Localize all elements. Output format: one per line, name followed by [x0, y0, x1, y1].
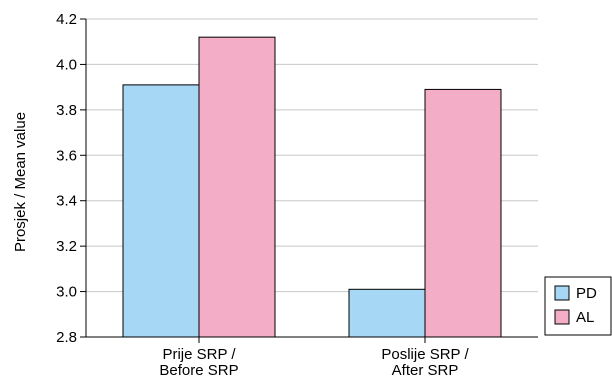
bar-al-0: [198, 36, 276, 338]
bar-pd-1: [348, 288, 426, 338]
legend: PD AL: [544, 276, 612, 336]
y-tick-label: 3.4: [56, 193, 77, 210]
bar-al-1: [424, 88, 502, 338]
y-tick-label: 3.2: [56, 238, 77, 255]
legend-label-al: AL: [576, 309, 594, 326]
legend-label-pd: PD: [576, 285, 597, 302]
y-tick-label: 2.8: [56, 329, 77, 346]
y-tick-label: 3.8: [56, 102, 77, 119]
x-category-label-line: Before SRP: [159, 362, 238, 379]
x-category-label-line: Prije SRP /: [162, 346, 236, 363]
axes: [85, 19, 538, 338]
y-tick-label: 3.0: [56, 284, 77, 301]
bars: [122, 36, 502, 338]
legend-swatch-al: [554, 309, 570, 325]
y-tick-label: 3.6: [56, 147, 77, 164]
y-tick-labels: 2.8 3.0 3.2 3.4 3.6 3.8 4.0 4.2: [56, 11, 86, 346]
legend-swatch-pd: [554, 285, 570, 301]
y-tick-label: 4.0: [56, 56, 77, 73]
x-category-label-line: After SRP: [392, 362, 459, 379]
y-tick-label: 4.2: [56, 11, 77, 28]
x-category-label-line: Poslije SRP /: [381, 346, 469, 363]
x-category-label: Prije SRP / Before SRP: [159, 346, 238, 379]
x-category-label: Poslije SRP / After SRP: [381, 346, 469, 379]
y-axis-title: Prosjek / Mean value: [12, 112, 29, 252]
category-labels: Prije SRP / Before SRP Poslije SRP / After …: [159, 337, 469, 379]
bar-pd-0: [122, 84, 200, 338]
